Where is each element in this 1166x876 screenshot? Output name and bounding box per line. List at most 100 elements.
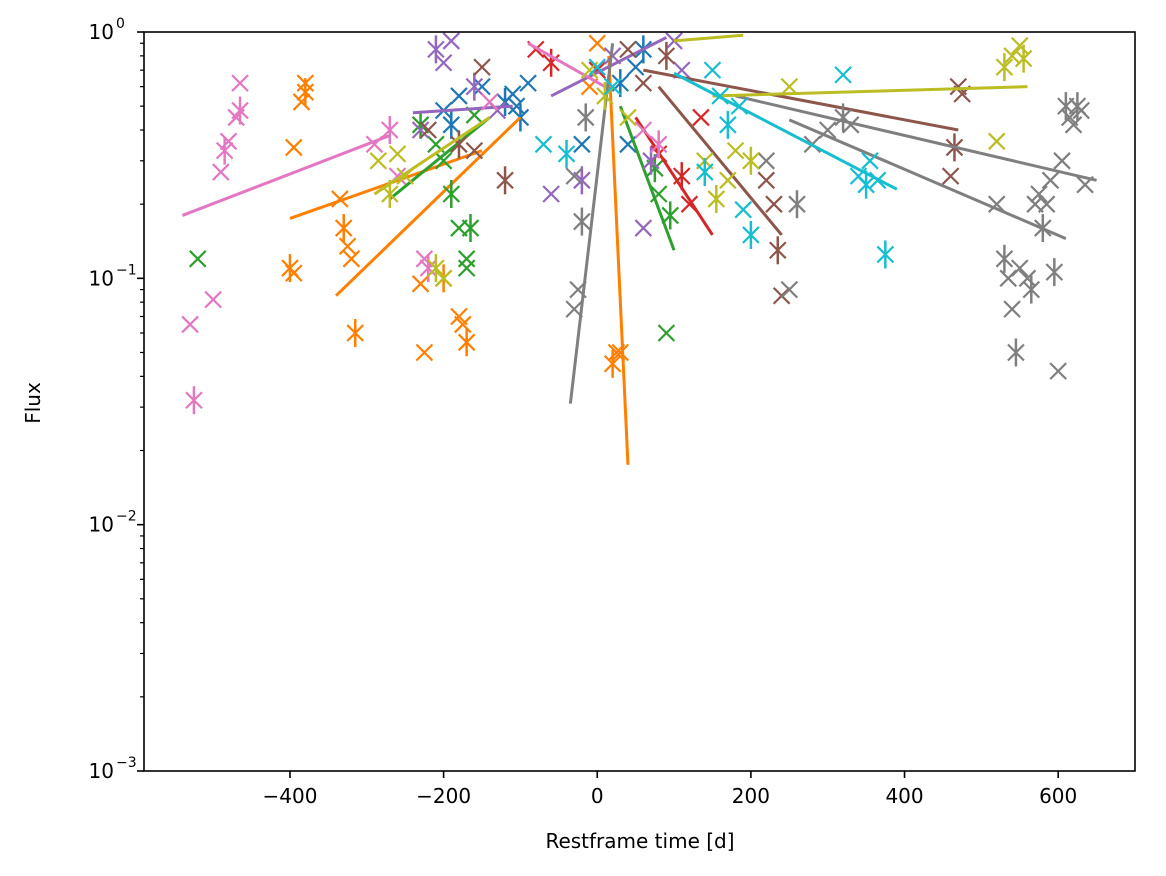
marker-stroke bbox=[1003, 300, 1021, 318]
marker-stroke bbox=[1072, 101, 1091, 120]
series-9 bbox=[534, 58, 898, 269]
series-5-fit-line bbox=[657, 85, 783, 236]
marker-stroke bbox=[507, 97, 526, 115]
marker-stroke bbox=[1037, 195, 1056, 213]
series-5-fit-line bbox=[643, 68, 959, 132]
series-9-point bbox=[711, 87, 729, 105]
marker-stroke bbox=[841, 116, 860, 134]
marker-stroke bbox=[634, 219, 653, 237]
series-4-point bbox=[411, 121, 430, 139]
marker-stroke bbox=[834, 66, 852, 84]
series-6-fit-line bbox=[181, 134, 391, 217]
marker-stroke bbox=[703, 61, 722, 79]
series-7-point bbox=[1003, 300, 1021, 318]
y-tick-exponent: −2 bbox=[116, 509, 137, 525]
series-9-point bbox=[588, 58, 607, 76]
marker-stroke bbox=[1053, 152, 1071, 170]
series-7-fit-line bbox=[788, 118, 1067, 240]
marker-stroke bbox=[1010, 36, 1029, 55]
series-5-point bbox=[757, 171, 776, 190]
marker-stroke bbox=[204, 290, 222, 309]
series-9-point bbox=[834, 66, 852, 84]
marker-stroke bbox=[1060, 108, 1079, 127]
series-1-point bbox=[415, 343, 434, 362]
series-8-point bbox=[369, 152, 388, 170]
marker-stroke bbox=[415, 250, 434, 268]
marker-stroke bbox=[949, 77, 968, 96]
series-2-point bbox=[649, 185, 668, 203]
marker-stroke bbox=[987, 132, 1006, 151]
series-9-point bbox=[696, 158, 714, 187]
marker-stroke bbox=[342, 250, 361, 268]
series-6-point bbox=[185, 386, 203, 415]
marker-stroke bbox=[457, 259, 476, 277]
series-2-point bbox=[461, 214, 480, 243]
marker-stroke bbox=[411, 275, 430, 293]
series-8-point bbox=[434, 269, 453, 288]
x-tick-label: 0 bbox=[591, 784, 604, 808]
marker-stroke bbox=[419, 121, 438, 139]
series-9-point bbox=[868, 171, 887, 190]
series-6-point bbox=[215, 136, 234, 165]
series-7-point bbox=[1037, 195, 1056, 213]
series-1-point bbox=[457, 328, 476, 357]
series-4-point bbox=[542, 185, 560, 203]
series-7-point bbox=[788, 190, 806, 219]
series-2-point bbox=[434, 152, 453, 170]
series-2-point bbox=[457, 250, 476, 268]
marker-stroke bbox=[941, 167, 960, 185]
marker-stroke bbox=[757, 152, 776, 170]
series-7-point bbox=[1064, 116, 1083, 134]
series-4-point bbox=[465, 72, 484, 101]
marker-stroke bbox=[772, 286, 791, 305]
marker-stroke bbox=[861, 152, 879, 170]
series-8-point bbox=[707, 184, 726, 213]
series-1-point bbox=[603, 349, 622, 378]
series-9-point bbox=[730, 97, 749, 115]
marker-stroke bbox=[1076, 175, 1094, 194]
series-1-point bbox=[296, 78, 315, 107]
series-8-point bbox=[381, 179, 399, 208]
series-1-point bbox=[607, 343, 626, 362]
marker-stroke bbox=[527, 40, 545, 59]
series-9-point bbox=[876, 240, 895, 269]
marker-stroke bbox=[231, 74, 249, 92]
y-tick-label: 10 bbox=[89, 20, 114, 44]
series-3-fit-line bbox=[634, 116, 714, 236]
marker-stroke bbox=[331, 190, 349, 208]
marker-stroke bbox=[1003, 47, 1021, 65]
marker-stroke bbox=[719, 171, 737, 190]
series-8-point bbox=[396, 167, 414, 185]
x-tick-label: −200 bbox=[416, 784, 471, 808]
series-7-point bbox=[1076, 175, 1094, 194]
marker-stroke bbox=[292, 93, 311, 111]
series-8-point bbox=[780, 77, 799, 96]
marker-stroke bbox=[711, 87, 729, 105]
plot-frame bbox=[143, 31, 1136, 772]
series-1-fit-line bbox=[335, 116, 522, 297]
series-6-point bbox=[415, 250, 434, 268]
series-5-point bbox=[419, 121, 438, 139]
series-8-point bbox=[719, 171, 737, 190]
marker-stroke bbox=[465, 141, 484, 160]
x-tick-label: 200 bbox=[732, 784, 770, 808]
series-1-point bbox=[346, 318, 365, 347]
series-5 bbox=[419, 40, 971, 305]
series-8-point bbox=[388, 145, 407, 163]
series-4-point bbox=[427, 35, 445, 64]
series-2-point bbox=[657, 324, 676, 342]
series-1-point bbox=[285, 264, 303, 282]
series-9-point bbox=[603, 77, 622, 96]
marker-stroke bbox=[488, 101, 507, 120]
marker-stroke bbox=[450, 307, 468, 326]
series-0-point bbox=[507, 97, 526, 115]
series-1-point bbox=[342, 250, 361, 268]
marker-stroke bbox=[388, 145, 407, 163]
marker-stroke bbox=[607, 343, 626, 362]
plot-area bbox=[181, 32, 1097, 465]
series-1-point bbox=[411, 275, 430, 293]
series-2-point bbox=[188, 250, 207, 268]
marker-stroke bbox=[427, 135, 445, 154]
series-3-point bbox=[672, 162, 691, 191]
